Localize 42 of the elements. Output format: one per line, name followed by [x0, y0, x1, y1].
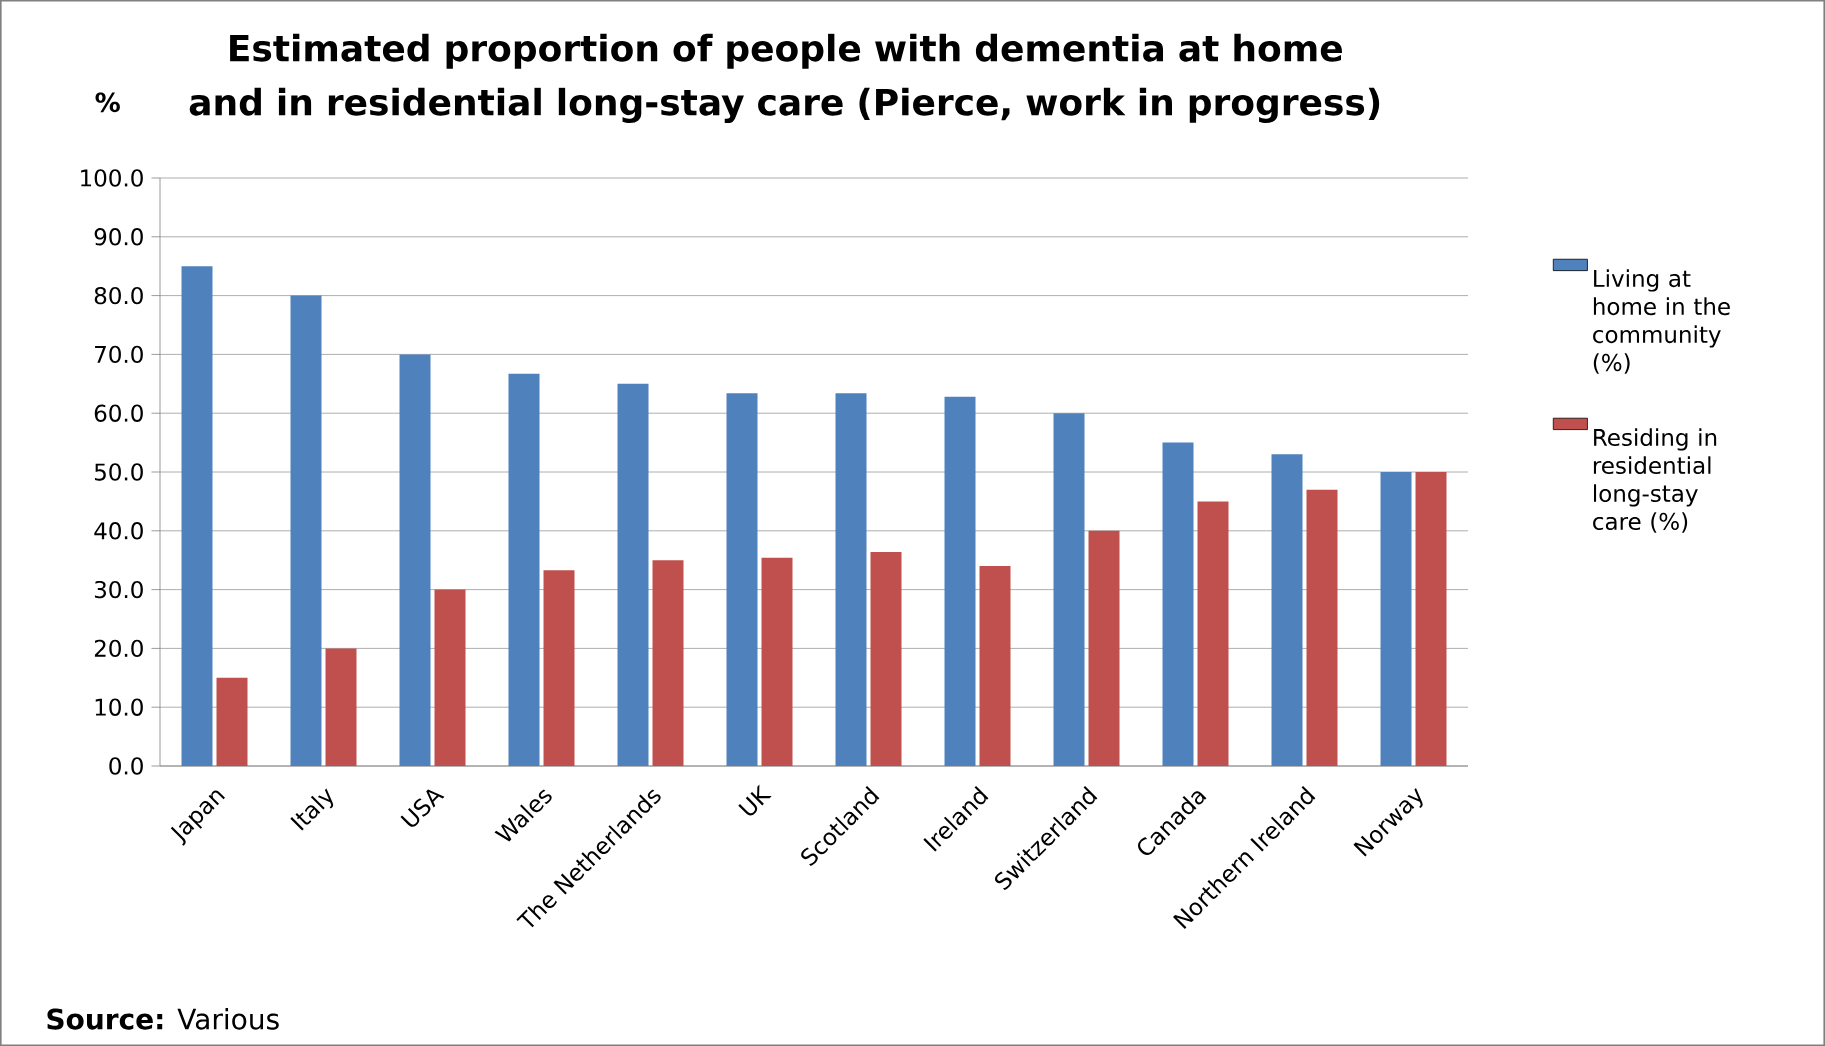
x-tick-label: USA — [400, 789, 445, 827]
bar — [1053, 413, 1085, 766]
text: Source: Various — [47, 1008, 279, 1030]
y-tick-label: 0.0 — [109, 757, 143, 775]
bar — [325, 648, 357, 766]
bar — [944, 396, 976, 766]
bar — [979, 566, 1011, 766]
y-tick-label: 10.0 — [95, 698, 143, 716]
bar — [870, 551, 902, 766]
bar — [181, 266, 213, 766]
bar — [1380, 472, 1412, 766]
bar — [1088, 530, 1120, 766]
y-axis-title: % — [95, 92, 120, 113]
bar — [543, 570, 575, 766]
y-tick-label: 100.0 — [81, 169, 143, 187]
chart-title: Estimated proportion of people with dementia at home and in residential long-stay care (Pierce, work in progress) — [189, 33, 1380, 123]
y-tick-label: 90.0 — [94, 228, 143, 246]
bar — [652, 560, 684, 766]
x-tick-label: UK — [738, 784, 772, 816]
y-tick-label: 20.0 — [94, 639, 143, 658]
bar — [1162, 442, 1194, 766]
bar — [1197, 501, 1229, 766]
bar — [399, 354, 431, 766]
legend-label: Living at home in the community (%) — [1593, 269, 1730, 374]
y-tick-label: 60.0 — [94, 404, 143, 422]
bar — [726, 393, 758, 766]
bar — [290, 295, 322, 766]
y-tick-label: 70.0 — [95, 345, 143, 364]
y-tick-label: 50.0 — [94, 463, 143, 481]
bar — [761, 557, 793, 766]
y-tick-label: 80.0 — [94, 286, 143, 305]
bar — [434, 589, 466, 766]
y-tick-label: 30.0 — [94, 580, 143, 599]
bar — [835, 393, 867, 766]
y-tick-label: 40.0 — [94, 522, 143, 540]
bar — [508, 373, 540, 766]
bar — [1306, 489, 1338, 766]
legend-label: Residing in residential long-stay care (%) — [1593, 428, 1717, 533]
bar — [1271, 454, 1303, 766]
bar — [617, 383, 649, 766]
bar — [1415, 472, 1447, 766]
bar — [216, 677, 248, 766]
